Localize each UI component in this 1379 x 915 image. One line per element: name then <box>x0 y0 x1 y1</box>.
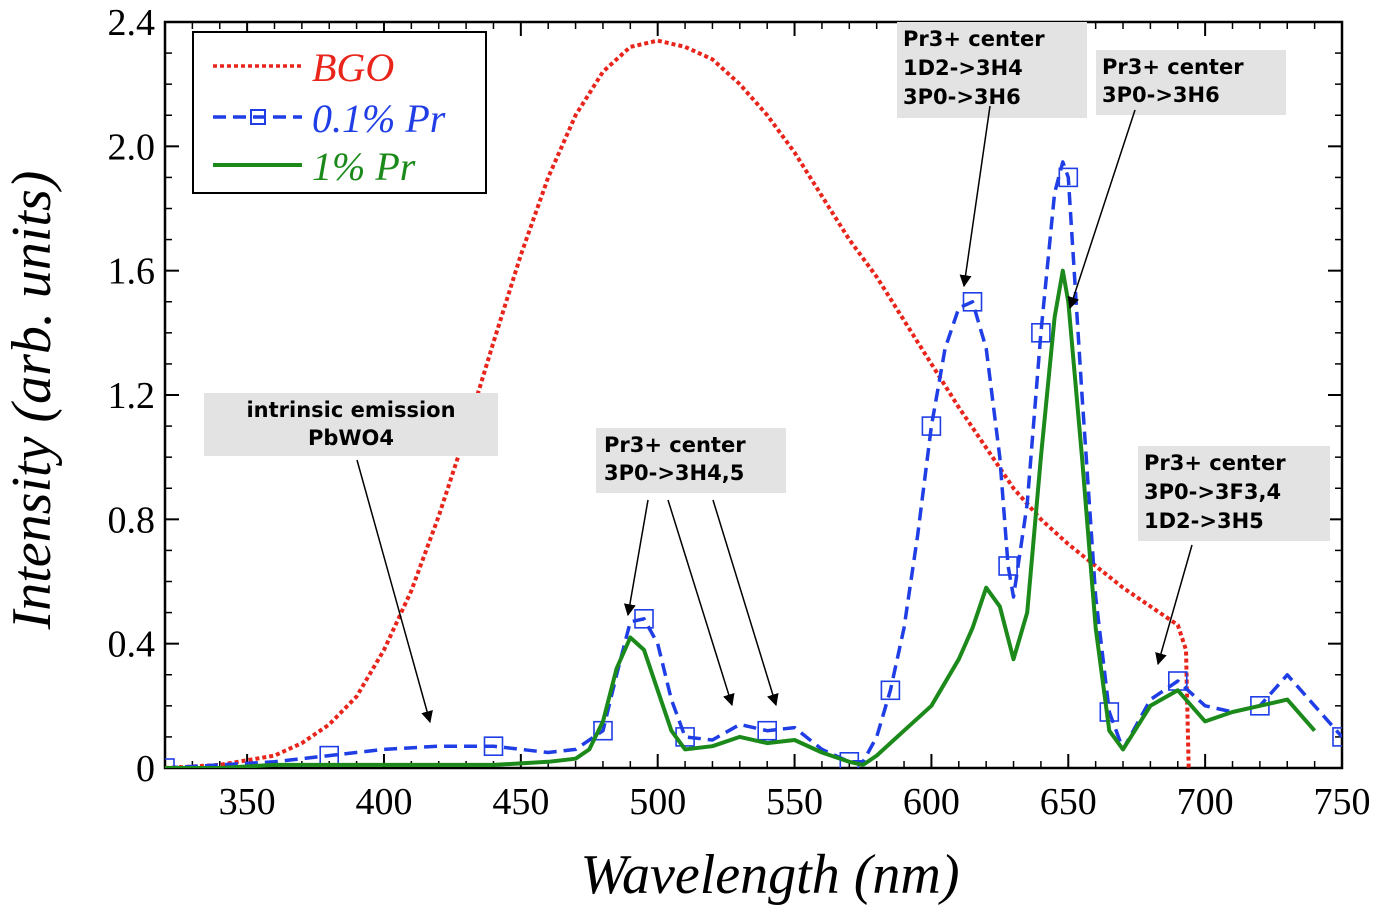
annotation-line: 1D2->3H4 <box>903 56 1023 80</box>
y-tick-label: 1.6 <box>108 251 156 293</box>
x-tick-label: 350 <box>219 781 276 823</box>
annotation-intrinsic-emission: intrinsic emission PbWO4 <box>204 393 498 724</box>
annotation-line: intrinsic emission <box>246 398 455 422</box>
series-line-0-1-pr <box>165 160 1342 768</box>
x-tick-label: 500 <box>629 781 686 823</box>
annotation-line: Pr3+ center <box>903 27 1045 51</box>
annotation-line: 3P0->3H4,5 <box>604 461 744 485</box>
y-tick-label: 0.4 <box>108 624 156 666</box>
annotation-line: Pr3+ center <box>604 433 746 457</box>
data-point-marker <box>880 680 901 701</box>
x-tick-label: 400 <box>355 781 412 823</box>
annotation-line: Pr3+ center <box>1144 451 1286 475</box>
annotation-pr3-3h6: Pr3+ center 3P0->3H6 <box>1067 50 1286 310</box>
annotation-arrow <box>1067 109 1136 310</box>
y-tick-label: 1.2 <box>108 375 156 417</box>
x-tick-label: 650 <box>1040 781 1097 823</box>
annotation-line: Pr3+ center <box>1102 55 1244 79</box>
x-axis-title: Wavelength (nm) <box>581 844 960 906</box>
data-point-marker <box>1031 322 1051 343</box>
y-tick-label: 0.8 <box>108 499 156 541</box>
series-layer <box>165 38 1342 768</box>
data-point-marker <box>921 416 942 436</box>
data-point-marker <box>1332 727 1342 747</box>
x-tick-label: 550 <box>766 781 823 823</box>
x-tick-label: 700 <box>1177 781 1234 823</box>
data-point-marker <box>1058 167 1079 188</box>
data-point-marker <box>998 556 1018 576</box>
annotation-box <box>204 393 498 456</box>
x-tick-label: 600 <box>903 781 960 823</box>
annotation-box <box>596 428 786 493</box>
annotation-line: 3P0->3H6 <box>903 85 1021 109</box>
legend: BGO 0.1% Pr 1% Pr <box>192 31 487 194</box>
series-line-1-pr <box>165 268 1317 768</box>
y-axis-title: Intensity (arb. units) <box>1 171 63 631</box>
annotation-pr3-3f34-3h5: Pr3+ center 3P0->3F3,4 1D2->3H5 <box>1138 446 1330 666</box>
data-point-marker <box>962 291 983 312</box>
annotation-arrow <box>959 105 991 288</box>
y-tick-label: 2.0 <box>108 126 156 168</box>
annotation-box <box>1138 446 1330 541</box>
legend-label-bgo: BGO <box>312 45 394 90</box>
annotation-arrow <box>667 499 735 707</box>
data-point-marker <box>757 720 778 741</box>
annotation-arrow <box>712 499 779 707</box>
annotation-line: 3P0->3F3,4 <box>1144 480 1281 504</box>
legend-label-0-1-pr: 0.1% Pr <box>312 96 446 141</box>
y-axis: 0 0.4 0.8 1.2 1.6 2.0 2.4 <box>108 2 1342 790</box>
annotation-arrow <box>356 459 433 724</box>
y-tick-label: 2.4 <box>108 2 156 44</box>
annotation-arrow <box>1155 544 1193 666</box>
annotation-line: 1D2->3H5 <box>1144 509 1264 533</box>
annotation-line: 3P0->3H6 <box>1102 83 1220 107</box>
annotations: intrinsic emission PbWO4 Pr3+ center 3P0… <box>204 22 1330 724</box>
legend-marker-0-1-pr <box>250 109 266 125</box>
x-tick-label: 750 <box>1314 781 1371 823</box>
y-tick-label: 0 <box>136 748 155 790</box>
data-point-marker <box>483 736 504 757</box>
x-tick-label: 450 <box>492 781 549 823</box>
annotation-box <box>897 22 1087 118</box>
data-point-marker <box>634 608 654 629</box>
annotation-box <box>1096 50 1286 115</box>
annotation-arrow <box>623 499 649 617</box>
annotation-pr3-3h4-3h6: Pr3+ center 1D2->3H4 3P0->3H6 <box>897 22 1087 288</box>
annotation-pr3-3h45: Pr3+ center 3P0->3H4,5 <box>596 428 786 707</box>
x-axis: 350 400 450 500 550 600 650 700 750 <box>191 22 1371 823</box>
annotation-line: PbWO4 <box>308 426 394 450</box>
legend-label-1-pr: 1% Pr <box>312 144 416 189</box>
